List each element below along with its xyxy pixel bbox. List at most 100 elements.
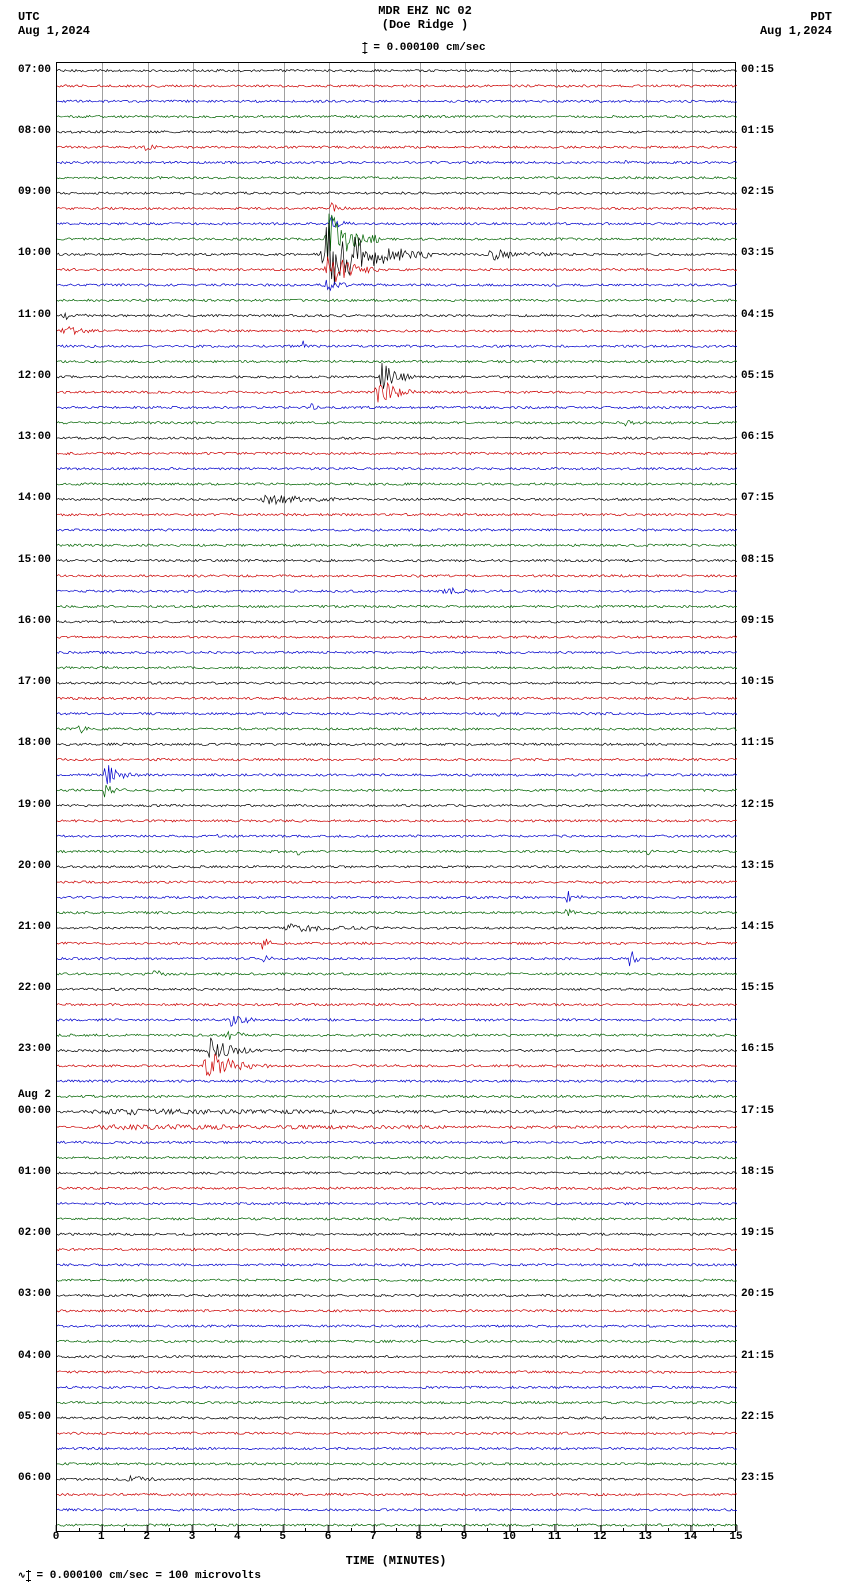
trace-row-93 (57, 1493, 737, 1495)
pdt-label-09-15: 09:15 (735, 615, 774, 627)
trace-row-30 (57, 529, 737, 531)
trace-row-84 (57, 1356, 737, 1358)
utc-label-05-00: 05:00 (18, 1411, 57, 1423)
xtick-minor (577, 1528, 578, 1531)
footer-text: = 0.000100 cm/sec = 100 microvolts (37, 1570, 261, 1582)
trace-row-49 (57, 820, 737, 822)
utc-label-20-00: 20:00 (18, 860, 57, 872)
xtick-mark (56, 1525, 57, 1531)
trace-row-74 (57, 1202, 737, 1204)
xtick-label: 5 (279, 1531, 286, 1543)
pdt-label-00-15: 00:15 (735, 64, 774, 76)
trace-row-42 (57, 713, 737, 717)
xtick-9: 9 (461, 1531, 468, 1543)
xtick-minor (441, 1528, 442, 1531)
pdt-label-22-15: 22:15 (735, 1411, 774, 1423)
trace-row-77 (57, 1248, 737, 1250)
utc-label-07-00: 07:00 (18, 64, 57, 76)
trace-row-2 (57, 100, 737, 102)
utc-label-01-00: 01:00 (18, 1166, 57, 1178)
footer-prefix: ∿ (18, 1571, 26, 1581)
xtick-label: 7 (370, 1531, 377, 1543)
trace-row-47 (57, 785, 737, 797)
pdt-label-16-15: 16:15 (735, 1043, 774, 1055)
trace-row-55 (57, 910, 737, 916)
xtick-label: 1 (98, 1531, 105, 1543)
trace-row-73 (57, 1187, 737, 1189)
utc-label-06-00: 06:00 (18, 1472, 57, 1484)
xtick-label: 11 (548, 1531, 561, 1543)
xtick-14: 14 (684, 1531, 697, 1543)
trace-row-87 (57, 1401, 737, 1403)
xtick-mark (691, 1525, 692, 1531)
xtick-mark (283, 1525, 284, 1531)
trace-row-20 (57, 363, 737, 389)
utc-label-11-00: 11:00 (18, 309, 57, 321)
xtick-label: 12 (593, 1531, 606, 1543)
trace-row-52 (57, 866, 737, 868)
trace-row-61 (57, 1003, 737, 1005)
xtick-15: 15 (729, 1531, 742, 1543)
trace-row-29 (57, 513, 737, 515)
xtick-minor (487, 1528, 488, 1531)
xtick-minor (79, 1528, 80, 1531)
trace-row-89 (57, 1432, 737, 1434)
trace-row-76 (57, 1233, 737, 1235)
xtick-2: 2 (143, 1531, 150, 1543)
pdt-label-03-15: 03:15 (735, 247, 774, 259)
trace-row-10 (57, 216, 737, 226)
pdt-label-06-15: 06:15 (735, 431, 774, 443)
xtick-label: 8 (415, 1531, 422, 1543)
xtick-minor (713, 1528, 714, 1531)
trace-row-86 (57, 1386, 737, 1388)
xtick-4: 4 (234, 1531, 241, 1543)
xtick-label: 2 (143, 1531, 150, 1543)
xtick-label: 10 (503, 1531, 516, 1543)
xtick-minor (215, 1528, 216, 1531)
pdt-label-10-15: 10:15 (735, 676, 774, 688)
trace-row-9 (57, 203, 737, 212)
trace-row-22 (57, 404, 737, 410)
footer-scale: ∿ = 0.000100 cm/sec = 100 microvolts (18, 1570, 261, 1582)
xtick-mark (192, 1525, 193, 1531)
xtick-minor (169, 1528, 170, 1531)
station-code: MDR EHZ NC 02 (0, 4, 850, 18)
x-axis-ticks: 0123456789101112131415 (56, 1531, 736, 1551)
trace-row-27 (57, 483, 737, 485)
utc-label-13-00: 13:00 (18, 431, 57, 443)
xtick-12: 12 (593, 1531, 606, 1543)
xtick-label: 15 (729, 1531, 742, 1543)
xtick-mark (736, 1525, 737, 1531)
trace-row-80 (57, 1294, 737, 1296)
trace-row-4 (57, 131, 737, 133)
trace-row-5 (57, 145, 737, 150)
seismogram-plot: 07:0008:0009:0010:0011:0012:0013:0014:00… (56, 62, 736, 1532)
trace-row-7 (57, 177, 737, 179)
utc-label-02-00: 02:00 (18, 1227, 57, 1239)
xtick-label: 4 (234, 1531, 241, 1543)
trace-row-63 (57, 1032, 737, 1040)
trace-row-39 (57, 667, 737, 669)
utc-label-15-00: 15:00 (18, 554, 57, 566)
pdt-label-11-15: 11:15 (735, 737, 774, 749)
pdt-label-07-15: 07:15 (735, 492, 774, 504)
xtick-8: 8 (415, 1531, 422, 1543)
pdt-label-14-15: 14:15 (735, 921, 774, 933)
trace-row-65 (57, 1054, 737, 1075)
trace-row-28 (57, 495, 737, 504)
utc-label-10-00: 10:00 (18, 247, 57, 259)
pdt-label-15-15: 15:15 (735, 982, 774, 994)
trace-row-33 (57, 575, 737, 577)
trace-row-41 (57, 697, 737, 699)
tz-left-block: UTC Aug 1,2024 (18, 10, 90, 38)
xtick-mark (509, 1525, 510, 1531)
trace-row-8 (57, 192, 737, 194)
trace-row-44 (57, 743, 737, 745)
trace-row-25 (57, 452, 737, 454)
trace-row-92 (57, 1476, 737, 1481)
utc-label-19-00: 19:00 (18, 799, 57, 811)
pdt-label-17-15: 17:15 (735, 1105, 774, 1117)
trace-row-21 (57, 383, 737, 402)
trace-row-50 (57, 834, 737, 837)
pdt-label-05-15: 05:15 (735, 370, 774, 382)
